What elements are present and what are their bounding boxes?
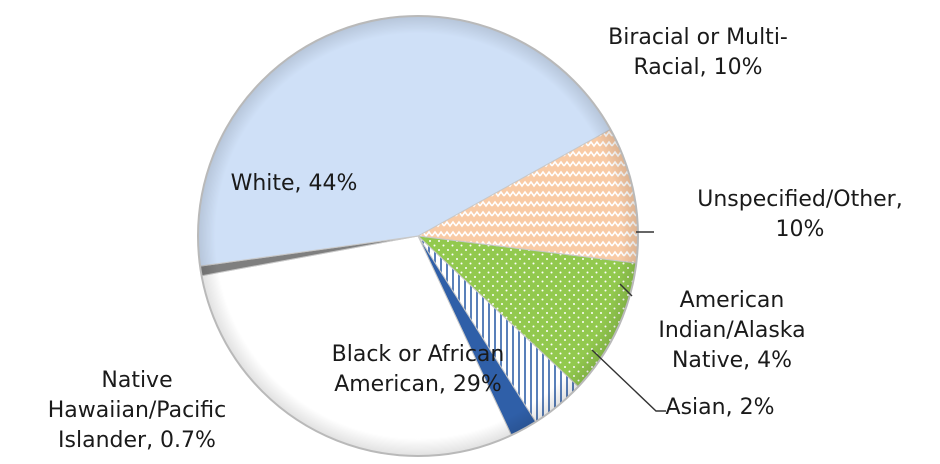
slice-label-native-hawaiian-pacific-islander: Native Hawaiian/Pacific Islander, 0.7% bbox=[48, 368, 226, 453]
slice-label-asian: Asian, 2% bbox=[666, 395, 775, 420]
slice-label-american-indian-alaska-native: American Indian/Alaska Native, 4% bbox=[658, 288, 805, 373]
leader-line-american-indian-alaska-native bbox=[619, 283, 633, 297]
leader-lines bbox=[591, 231, 666, 412]
slice-label-biracial-or-multi-racial: Biracial or Multi-Racial, 10% bbox=[608, 25, 788, 80]
pie-labels: Biracial or Multi-Racial, 10% Unspecified… bbox=[48, 25, 903, 453]
slice-label-white: White, 44% bbox=[231, 171, 358, 196]
slice-label-unspecified-other: Unspecified/Other, 10% bbox=[697, 187, 902, 242]
pie-rim bbox=[197, 15, 639, 457]
slice-label-black-or-african-american: Black or African American, 29% bbox=[332, 342, 505, 397]
leader-line-asian bbox=[591, 349, 666, 412]
